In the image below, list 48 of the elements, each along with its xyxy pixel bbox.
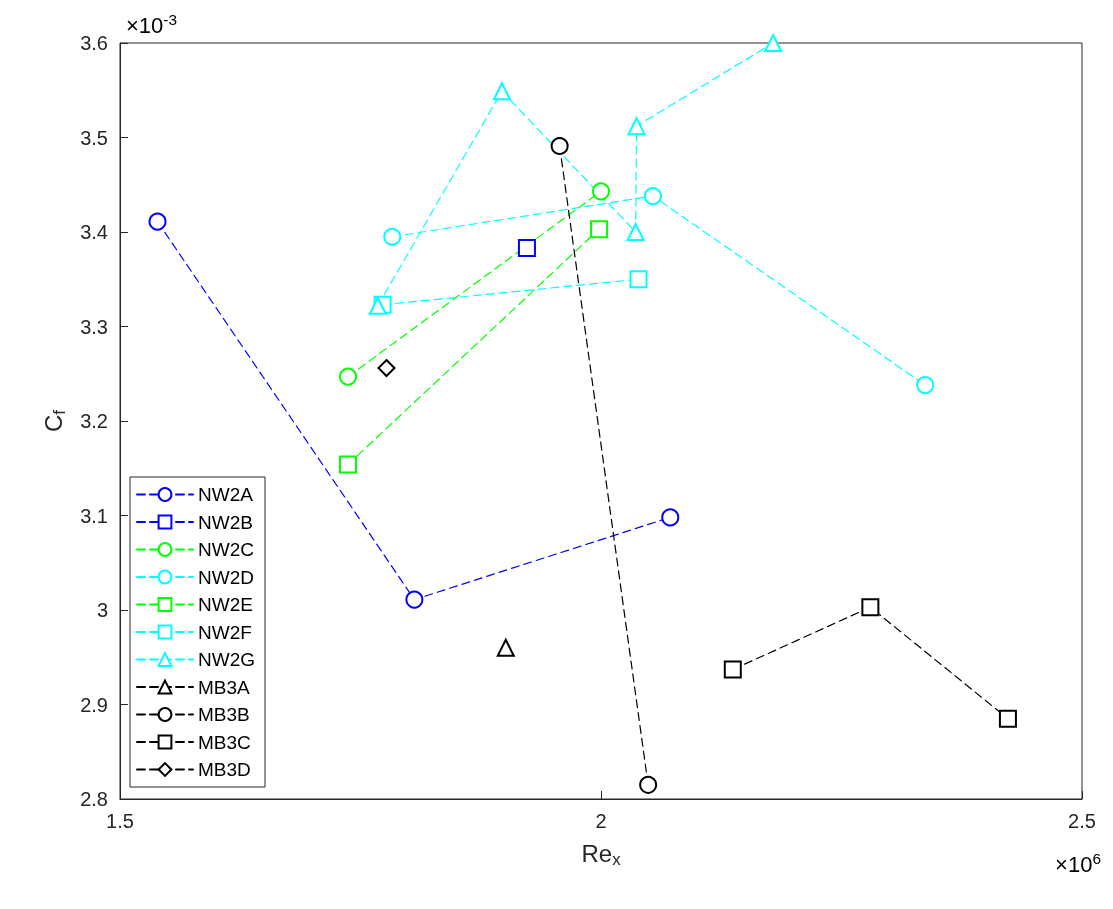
legend-label: MB3C bbox=[198, 731, 251, 753]
legend-label: MB3D bbox=[198, 759, 251, 780]
point bbox=[639, 775, 658, 794]
x-tick-label: 2.5 bbox=[1068, 810, 1096, 832]
point bbox=[517, 239, 536, 258]
point bbox=[590, 220, 609, 239]
y-axis-title: Cf bbox=[40, 409, 69, 432]
point bbox=[643, 187, 662, 206]
point bbox=[661, 508, 680, 527]
y-tick-label: 3.2 bbox=[80, 410, 108, 432]
y-tick-label: 3 bbox=[96, 599, 108, 621]
point bbox=[339, 367, 357, 386]
point bbox=[338, 455, 357, 474]
point bbox=[629, 270, 648, 289]
y-tick-label: 3.4 bbox=[80, 221, 108, 243]
y-tick-label: 2.8 bbox=[80, 788, 108, 810]
point bbox=[492, 82, 511, 101]
legend-label: NW2C bbox=[198, 539, 254, 560]
legend-label: MB3A bbox=[198, 676, 251, 698]
point bbox=[405, 590, 424, 609]
point bbox=[627, 117, 646, 136]
legend-label: MB3B bbox=[198, 704, 250, 725]
point bbox=[377, 359, 396, 378]
y-tick-label: 3.6 bbox=[80, 32, 108, 54]
point bbox=[626, 223, 645, 241]
point bbox=[550, 137, 569, 155]
point bbox=[916, 376, 935, 395]
point bbox=[592, 182, 610, 201]
legend-label: NW2B bbox=[198, 511, 253, 533]
point bbox=[861, 598, 880, 617]
point bbox=[148, 212, 167, 231]
y-tick-label: 3.1 bbox=[80, 504, 108, 527]
point bbox=[998, 709, 1017, 728]
x-tick-label: 1.5 bbox=[106, 810, 134, 832]
y-tick-label: 3.5 bbox=[80, 126, 108, 149]
legend-label: NW2D bbox=[198, 566, 254, 588]
y-tick-label: 3.3 bbox=[80, 315, 108, 338]
point bbox=[723, 660, 742, 679]
legend-label: NW2E bbox=[198, 594, 253, 615]
y-tick-label: 2.9 bbox=[80, 693, 108, 716]
legend-label: NW2G bbox=[198, 649, 255, 670]
point bbox=[496, 638, 515, 657]
point bbox=[383, 227, 402, 246]
legend-label: NW2A bbox=[198, 484, 254, 505]
point bbox=[764, 34, 783, 52]
point bbox=[368, 296, 387, 315]
x-tick-label: 2 bbox=[595, 810, 607, 832]
legend-label: NW2F bbox=[198, 621, 252, 643]
